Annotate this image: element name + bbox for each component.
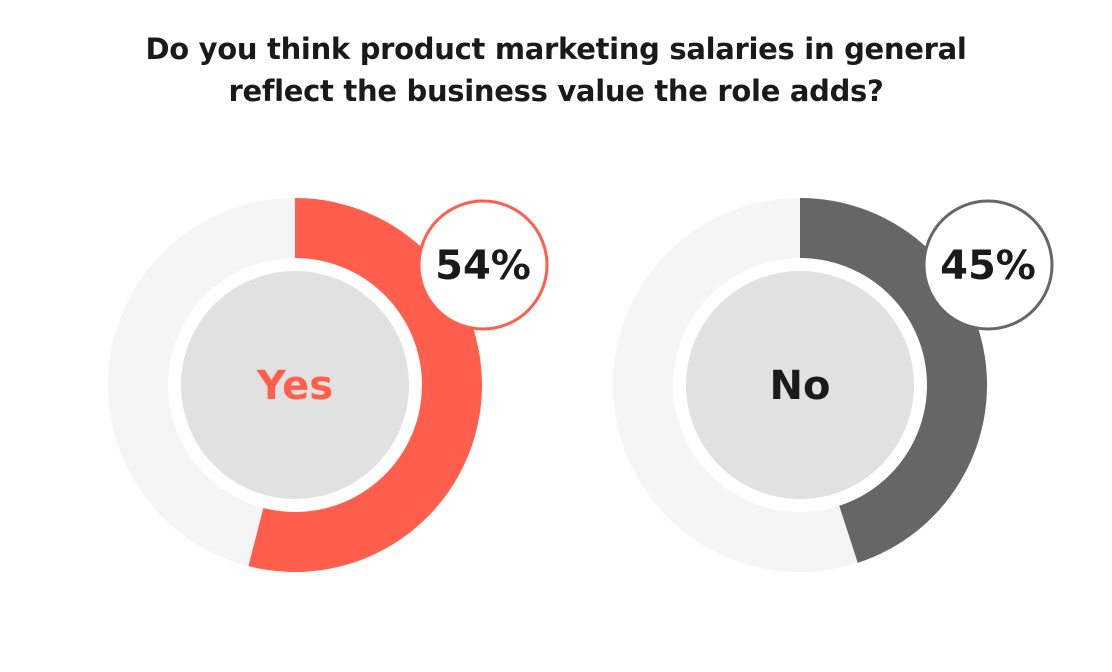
chart-title: Do you think product marketing salaries … bbox=[0, 28, 1112, 112]
category-label-yes: Yes bbox=[256, 363, 333, 409]
category-label-no: No bbox=[770, 363, 831, 409]
chart-title-line-2: reflect the business value the role adds… bbox=[228, 74, 884, 108]
value-badge-yes bbox=[417, 199, 549, 331]
value-label-yes: 54% bbox=[435, 243, 531, 289]
value-label-no: 45% bbox=[940, 243, 1036, 289]
donut-center-yes bbox=[181, 271, 409, 499]
donut-center-no bbox=[686, 271, 914, 499]
value-badge-no bbox=[922, 199, 1054, 331]
chart-title-line-1: Do you think product marketing salaries … bbox=[145, 32, 967, 66]
